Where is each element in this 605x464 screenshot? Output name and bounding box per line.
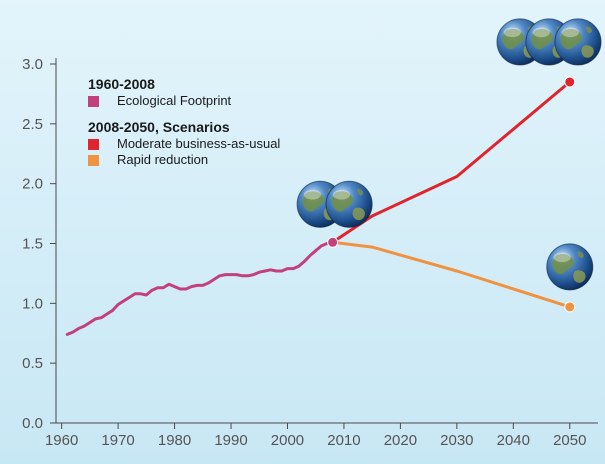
legend-swatch (88, 95, 99, 107)
legend-swatch (88, 138, 99, 150)
legend-item-moderate-business-as-usual: Moderate business-as-usual (88, 136, 280, 152)
series-layer (65, 80, 572, 336)
y-tick-label: 2.0 (22, 176, 43, 193)
legend-item-ecological-footprint: Ecological Footprint (88, 93, 280, 109)
x-tick-label: 2030 (440, 432, 473, 449)
legend-label: Moderate business-as-usual (117, 136, 281, 151)
earth-globe-icon (554, 18, 602, 66)
legend-label: Ecological Footprint (117, 93, 232, 108)
x-tick-label: 1980 (158, 432, 191, 449)
legend-group-title: 2008-2050, Scenarios (88, 119, 230, 135)
series-end-marker (564, 301, 576, 313)
x-tick-label: 1960 (45, 432, 78, 449)
marker-layer (327, 76, 576, 313)
x-tick-label: 2050 (553, 432, 586, 449)
x-tick-label: 2040 (497, 432, 530, 449)
y-tick-label: 0.0 (22, 415, 43, 432)
y-tick-label: 0.5 (22, 355, 43, 372)
x-tick-label: 2010 (327, 432, 360, 449)
x-tick-label: 2000 (271, 432, 304, 449)
legend-label: Rapid reduction (117, 152, 209, 167)
x-tick-label: 1970 (101, 432, 134, 449)
series-line-rapid-reduction (331, 240, 572, 309)
earth-globe-icon (325, 180, 373, 228)
x-tick-label: 1990 (214, 432, 247, 449)
y-tick-label: 1.5 (22, 236, 43, 253)
legend-group-historical: 1960-2008 Ecological Footprint (88, 76, 280, 109)
series-line-ecological-footprint (65, 240, 335, 336)
legend-group-title: 1960-2008 (88, 76, 155, 92)
legend-swatch (88, 154, 99, 166)
legend: 1960-2008 Ecological Footprint 2008-2050… (88, 76, 280, 168)
series-line-moderate-business-as-usual (331, 80, 572, 244)
earth-globe-icon (546, 243, 594, 291)
globe-annotations (296, 18, 602, 291)
series-end-marker (564, 76, 576, 88)
axes: 0.0 0.5 1.0 1.5 2.0 2.5 3.0 1960 1970 1980 1990 200… (22, 56, 598, 449)
series-end-marker (327, 236, 339, 248)
x-tick-label: 2020 (384, 432, 417, 449)
y-tick-label: 1.0 (22, 295, 43, 312)
y-tick-label: 2.5 (22, 116, 43, 133)
legend-item-rapid-reduction: Rapid reduction (88, 152, 280, 168)
y-tick-label: 3.0 (22, 56, 43, 73)
legend-group-scenarios: 2008-2050, Scenarios Moderate business-a… (88, 119, 280, 168)
